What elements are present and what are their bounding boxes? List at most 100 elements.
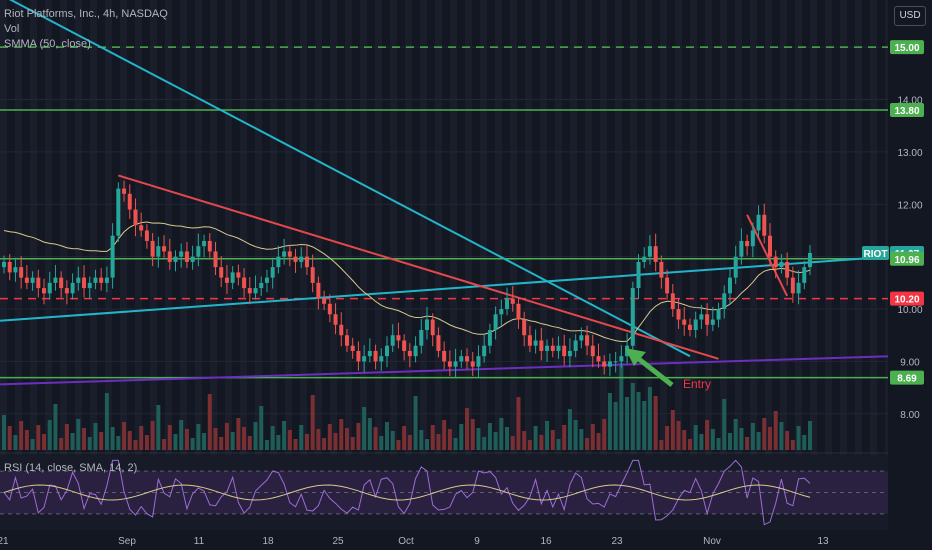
grid-stripe: [435, 0, 442, 530]
volume-bar: [224, 423, 229, 450]
candle-body: [676, 309, 681, 320]
grid-stripe: [690, 0, 697, 530]
candle-body: [596, 356, 601, 362]
volume-bar: [750, 423, 755, 450]
grid-stripe: [870, 0, 877, 530]
trendline-red-wedge: [746, 214, 789, 297]
candle-body: [585, 335, 590, 346]
candle-body: [310, 267, 315, 283]
volume-bar: [767, 427, 772, 450]
volume-bar: [716, 438, 721, 450]
volume-bar: [785, 431, 790, 450]
grid-stripe: [60, 0, 67, 530]
candle-body: [808, 253, 812, 268]
volume-bar: [642, 401, 647, 450]
candle-body: [253, 288, 258, 294]
candle-body: [184, 251, 189, 262]
volume-bar: [510, 436, 515, 450]
candles: [2, 180, 812, 378]
volume-bar: [253, 422, 258, 450]
candle-body: [699, 314, 704, 320]
grid-stripe: [735, 0, 742, 530]
time-axis: 21 Sep 11 18 25 Oct 9 16 23 Nov 13: [0, 532, 932, 550]
volume-bar: [7, 426, 12, 450]
time-tick-label: 21: [0, 536, 9, 547]
candle-body: [127, 193, 132, 210]
volume-bar: [379, 436, 384, 450]
grid-stripe: [840, 0, 847, 530]
candle-body: [82, 277, 87, 289]
volume-bar: [13, 435, 18, 450]
grid-stripe: [330, 0, 337, 530]
candle-body: [13, 267, 18, 273]
candle-body: [322, 298, 327, 304]
price-tick-label: 14.00: [897, 96, 922, 107]
volume-bar: [659, 440, 664, 450]
price-badge: [862, 246, 889, 260]
grid-stripe: [465, 0, 472, 530]
candle-body: [133, 209, 138, 226]
symbol-title[interactable]: Riot Platforms, Inc., 4h, NASDAQ: [4, 8, 168, 20]
volume-bar: [676, 421, 681, 450]
candle-body: [745, 240, 750, 247]
volume-bar: [773, 411, 778, 450]
volume-bar: [24, 430, 29, 450]
grid-stripe: [810, 0, 817, 530]
vol-label[interactable]: Vol: [4, 23, 20, 35]
smma-label[interactable]: SMMA (50, close): [4, 38, 91, 50]
rsi-line: [3, 459, 811, 526]
candle-body: [527, 335, 532, 346]
volume-bar: [442, 420, 447, 450]
volume-bar: [133, 440, 138, 450]
time-tick-label: 9: [474, 536, 480, 547]
candle-body: [7, 261, 12, 273]
volume-bar: [727, 433, 732, 450]
candle-body: [482, 345, 487, 357]
candle-body: [93, 277, 98, 283]
volume-bar: [247, 436, 252, 450]
candle-body: [179, 251, 184, 257]
candle-body: [510, 298, 515, 304]
candle-body: [607, 361, 612, 367]
candle-body: [213, 251, 218, 268]
price-badge: [890, 251, 924, 266]
volume-bar: [545, 421, 550, 450]
currency-button[interactable]: USD: [894, 6, 926, 26]
candle-body: [156, 246, 161, 257]
candle-body: [430, 319, 435, 336]
price-tick-label: 9.00: [900, 357, 920, 368]
volume-bar: [93, 423, 98, 450]
volume-bar: [384, 422, 389, 450]
candle-body: [99, 277, 104, 283]
grid-stripe: [45, 0, 52, 530]
volume-bar: [59, 438, 64, 450]
rsi-label[interactable]: RSI (14, close, SMA, 14, 2): [4, 462, 138, 474]
volume-bar: [53, 404, 58, 450]
time-tick-label: 23: [611, 536, 623, 547]
candle-body: [522, 319, 527, 336]
candle-body: [64, 288, 69, 294]
entry-arrow-shaft: [633, 354, 674, 387]
volume-bar: [402, 426, 407, 450]
grid-stripe: [120, 0, 127, 530]
time-tick-label: 18: [262, 536, 274, 547]
volume-bar: [493, 432, 498, 450]
time-tick-label: 11: [194, 536, 205, 547]
candle-body: [42, 288, 47, 294]
volume-bar: [739, 428, 744, 450]
price-tick-label: 12.00: [897, 200, 922, 211]
candle-body: [693, 319, 698, 330]
candle-body: [207, 240, 212, 252]
candle-body: [573, 340, 578, 351]
axis-background: [888, 0, 932, 550]
volume-bar: [30, 439, 35, 450]
candle-body: [407, 350, 412, 357]
grid-stripe: [750, 0, 757, 530]
candle-body: [687, 324, 692, 330]
candle-body: [202, 240, 207, 247]
candle-body: [602, 361, 607, 367]
candle-body: [333, 314, 338, 325]
volume-bar: [190, 438, 195, 450]
grid-stripe: [615, 0, 622, 530]
